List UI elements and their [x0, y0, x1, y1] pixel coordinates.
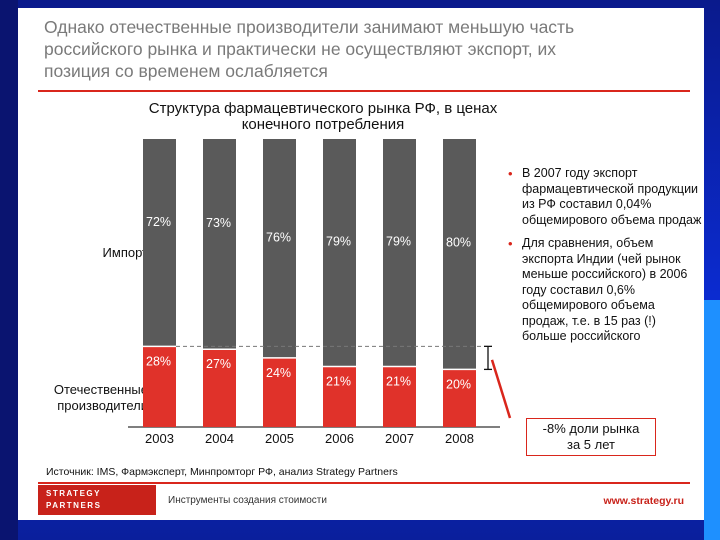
- bar-import-2007: [383, 139, 416, 367]
- background-right-accent: [704, 300, 720, 540]
- bar-import-2005: [263, 139, 296, 358]
- label-import-2003: 72%: [146, 215, 171, 229]
- bullet-icon: •: [508, 236, 513, 251]
- bar-domestic-2007: [383, 366, 416, 427]
- strategy-partners-logo: STRATEGY PARTNERS: [38, 485, 156, 515]
- label-import-2005: 76%: [266, 230, 291, 244]
- bar-import-2003: [143, 139, 176, 347]
- slide-title-line: российского рынка и практически не осуще…: [44, 39, 556, 59]
- callout-line: за 5 лет: [567, 437, 615, 452]
- bullet-text: Для сравнения, объем экспорта Индии (чей…: [522, 236, 688, 343]
- x-tick-label-2008: 2008: [445, 431, 474, 446]
- callout-line: -8% доли рынка: [542, 421, 640, 436]
- label-import-2007: 79%: [386, 234, 411, 248]
- series-label-domestic-line: Отечественные: [53, 382, 148, 397]
- footer-divider: [38, 482, 690, 484]
- label-import-2004: 73%: [206, 216, 231, 230]
- bar-domestic-2003: [143, 346, 176, 427]
- slide: Однако отечественные производители заним…: [18, 8, 704, 520]
- bullet-text: В 2007 году экспорт фармацевтической про…: [522, 166, 702, 227]
- bullet-icon: •: [508, 166, 513, 181]
- source-note: Источник: IMS, Фармэксперт, Минпромторг …: [46, 466, 398, 478]
- x-tick-label-2007: 2007: [385, 431, 414, 446]
- background-left-band: [0, 0, 18, 540]
- series-label-domestic: Отечественные производители: [28, 382, 148, 414]
- market-share-callout: -8% доли рынка за 5 лет: [526, 418, 656, 456]
- x-tick-label-2004: 2004: [205, 431, 234, 446]
- logo-line: STRATEGY: [46, 489, 101, 498]
- chart-title: Структура фармацевтического рынка РФ, в …: [128, 101, 518, 133]
- slide-title-line: Однако отечественные производители заним…: [44, 17, 575, 37]
- bar-import-2004: [203, 139, 236, 350]
- slide-title-line: позиция со временем ослабляется: [44, 61, 328, 81]
- label-import-2006: 79%: [326, 234, 351, 248]
- series-label-domestic-line: производители: [57, 398, 148, 413]
- slide-title: Однако отечественные производители заним…: [44, 16, 684, 82]
- title-divider: [38, 90, 690, 92]
- label-domestic-2007: 21%: [386, 375, 411, 389]
- bar-domestic-2006: [323, 366, 356, 427]
- bar-domestic-2008: [443, 369, 476, 427]
- label-domestic-2003: 28%: [146, 354, 171, 368]
- label-import-2008: 80%: [446, 236, 471, 250]
- x-tick-label-2005: 2005: [265, 431, 294, 446]
- bullet-item: • Для сравнения, объем экспорта Индии (ч…: [508, 236, 703, 345]
- chart-title-line: конечного потребления: [241, 116, 405, 133]
- x-tick-label-2003: 2003: [145, 431, 174, 446]
- bar-domestic-2005: [263, 357, 296, 427]
- footer: STRATEGY PARTNERS Инструменты создания с…: [38, 482, 690, 516]
- logo-line: PARTNERS: [46, 501, 102, 510]
- chart-title-line: Структура фармацевтического рынка РФ, в …: [148, 100, 498, 117]
- footer-tagline: Инструменты создания стоимости: [168, 495, 327, 506]
- bar-import-2008: [443, 139, 476, 370]
- label-domestic-2004: 27%: [206, 357, 231, 371]
- footer-website-link[interactable]: www.strategy.ru: [603, 495, 684, 507]
- bar-import-2006: [323, 139, 356, 367]
- bar-domestic-2004: [203, 349, 236, 427]
- stacked-bar-chart: 72% 28% 2003 73% 27% 2004 76% 24% 2005 79% 21% 2006…: [128, 139, 512, 446]
- label-domestic-2008: 20%: [446, 377, 471, 391]
- x-tick-label-2006: 2006: [325, 431, 354, 446]
- label-domestic-2005: 24%: [266, 366, 291, 380]
- label-domestic-2006: 21%: [326, 375, 351, 389]
- callout-pointer: [490, 359, 512, 419]
- series-label-import: Импорт: [102, 245, 148, 260]
- bullet-item: • В 2007 году экспорт фармацевтической п…: [508, 166, 703, 228]
- bullet-list: • В 2007 году экспорт фармацевтической п…: [508, 166, 703, 353]
